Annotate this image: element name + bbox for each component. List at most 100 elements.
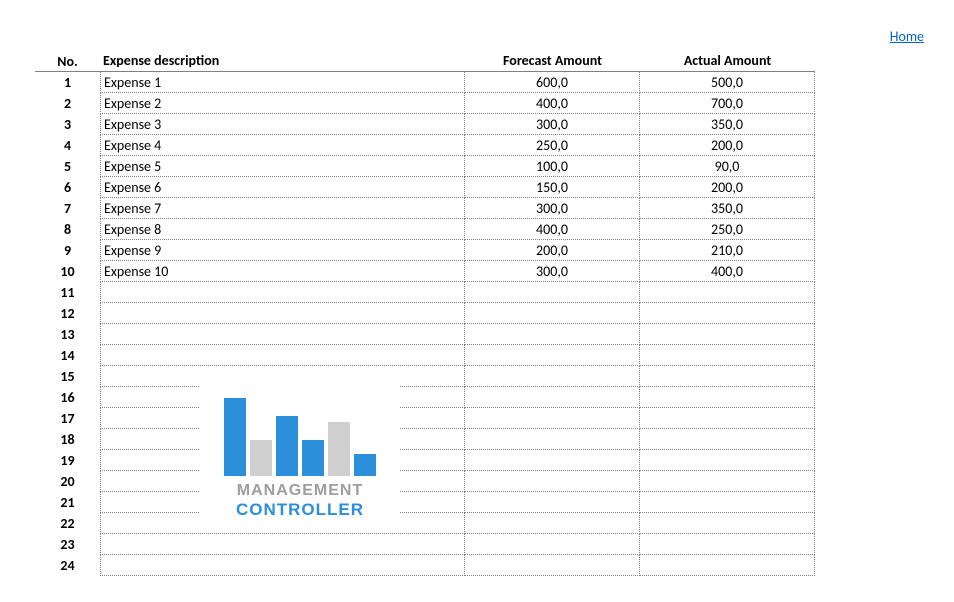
cell-desc[interactable] bbox=[100, 534, 465, 555]
cell-actual[interactable] bbox=[640, 366, 815, 387]
cell-no: 5 bbox=[35, 156, 100, 177]
cell-no: 8 bbox=[35, 219, 100, 240]
cell-actual[interactable] bbox=[640, 429, 815, 450]
cell-desc[interactable]: Expense 10 bbox=[100, 261, 465, 282]
cell-forecast[interactable] bbox=[465, 324, 640, 345]
header-desc: Expense description bbox=[100, 50, 465, 70]
cell-actual[interactable] bbox=[640, 324, 815, 345]
cell-actual[interactable]: 350,0 bbox=[640, 198, 815, 219]
header-actual: Actual Amount bbox=[640, 50, 815, 70]
cell-actual[interactable]: 90,0 bbox=[640, 156, 815, 177]
table-row: 20 bbox=[35, 471, 815, 492]
cell-desc[interactable]: Expense 8 bbox=[100, 219, 465, 240]
logo-text-management: MANAGEMENT bbox=[237, 482, 363, 500]
cell-actual[interactable] bbox=[640, 408, 815, 429]
cell-actual[interactable]: 700,0 bbox=[640, 93, 815, 114]
cell-actual[interactable]: 200,0 bbox=[640, 177, 815, 198]
table-row: 19 bbox=[35, 450, 815, 471]
header-forecast: Forecast Amount bbox=[465, 50, 640, 70]
cell-actual[interactable] bbox=[640, 387, 815, 408]
cell-forecast[interactable] bbox=[465, 387, 640, 408]
table-row: 6Expense 6150,0200,0 bbox=[35, 177, 815, 198]
cell-desc[interactable]: Expense 2 bbox=[100, 93, 465, 114]
cell-forecast[interactable] bbox=[465, 534, 640, 555]
table-row: 23 bbox=[35, 534, 815, 555]
logo-bar bbox=[250, 440, 272, 476]
logo-bar bbox=[276, 416, 298, 476]
home-link[interactable]: Home bbox=[890, 28, 924, 45]
cell-forecast[interactable] bbox=[465, 303, 640, 324]
cell-no: 10 bbox=[35, 261, 100, 282]
cell-desc[interactable] bbox=[100, 345, 465, 366]
cell-desc[interactable]: Expense 1 bbox=[100, 72, 465, 93]
cell-forecast[interactable]: 400,0 bbox=[465, 219, 640, 240]
logo-bar bbox=[354, 454, 376, 476]
cell-desc[interactable] bbox=[100, 282, 465, 303]
cell-forecast[interactable]: 250,0 bbox=[465, 135, 640, 156]
cell-forecast[interactable]: 150,0 bbox=[465, 177, 640, 198]
cell-actual[interactable] bbox=[640, 492, 815, 513]
logo-chart-icon bbox=[224, 396, 376, 476]
cell-actual[interactable]: 250,0 bbox=[640, 219, 815, 240]
cell-no: 1 bbox=[35, 72, 100, 93]
cell-actual[interactable] bbox=[640, 450, 815, 471]
table-row: 10Expense 10300,0400,0 bbox=[35, 261, 815, 282]
cell-actual[interactable] bbox=[640, 555, 815, 576]
cell-desc[interactable]: Expense 6 bbox=[100, 177, 465, 198]
cell-no: 21 bbox=[35, 492, 100, 513]
cell-no: 24 bbox=[35, 555, 100, 576]
cell-desc[interactable]: Expense 5 bbox=[100, 156, 465, 177]
cell-forecast[interactable]: 300,0 bbox=[465, 198, 640, 219]
table-row: 18 bbox=[35, 429, 815, 450]
cell-desc[interactable]: Expense 7 bbox=[100, 198, 465, 219]
cell-no: 22 bbox=[35, 513, 100, 534]
table-header-row: No. Expense description Forecast Amount … bbox=[35, 50, 815, 72]
cell-forecast[interactable]: 100,0 bbox=[465, 156, 640, 177]
cell-desc[interactable] bbox=[100, 555, 465, 576]
cell-no: 23 bbox=[35, 534, 100, 555]
cell-desc[interactable]: Expense 9 bbox=[100, 240, 465, 261]
cell-forecast[interactable]: 300,0 bbox=[465, 114, 640, 135]
logo-bar bbox=[328, 422, 350, 476]
cell-forecast[interactable] bbox=[465, 345, 640, 366]
cell-forecast[interactable] bbox=[465, 492, 640, 513]
cell-forecast[interactable] bbox=[465, 282, 640, 303]
cell-forecast[interactable]: 600,0 bbox=[465, 72, 640, 93]
cell-forecast[interactable] bbox=[465, 450, 640, 471]
cell-forecast[interactable] bbox=[465, 366, 640, 387]
table-row: 4Expense 4250,0200,0 bbox=[35, 135, 815, 156]
cell-actual[interactable]: 350,0 bbox=[640, 114, 815, 135]
logo-bar bbox=[302, 440, 324, 476]
cell-forecast[interactable] bbox=[465, 513, 640, 534]
cell-forecast[interactable] bbox=[465, 429, 640, 450]
logo-text-controller: CONTROLLER bbox=[236, 500, 364, 520]
cell-actual[interactable]: 200,0 bbox=[640, 135, 815, 156]
cell-no: 4 bbox=[35, 135, 100, 156]
cell-desc[interactable] bbox=[100, 324, 465, 345]
cell-actual[interactable] bbox=[640, 303, 815, 324]
cell-actual[interactable] bbox=[640, 282, 815, 303]
cell-no: 13 bbox=[35, 324, 100, 345]
table-row: 17 bbox=[35, 408, 815, 429]
cell-desc[interactable]: Expense 4 bbox=[100, 135, 465, 156]
expense-table: No. Expense description Forecast Amount … bbox=[35, 50, 815, 576]
logo-bar bbox=[224, 398, 246, 476]
cell-actual[interactable]: 400,0 bbox=[640, 261, 815, 282]
cell-forecast[interactable] bbox=[465, 555, 640, 576]
cell-desc[interactable] bbox=[100, 303, 465, 324]
table-row: 16 bbox=[35, 387, 815, 408]
cell-actual[interactable] bbox=[640, 534, 815, 555]
cell-forecast[interactable] bbox=[465, 471, 640, 492]
cell-forecast[interactable]: 400,0 bbox=[465, 93, 640, 114]
cell-actual[interactable]: 210,0 bbox=[640, 240, 815, 261]
cell-actual[interactable] bbox=[640, 471, 815, 492]
cell-forecast[interactable]: 300,0 bbox=[465, 261, 640, 282]
table-row: 2Expense 2400,0700,0 bbox=[35, 93, 815, 114]
cell-actual[interactable]: 500,0 bbox=[640, 72, 815, 93]
cell-actual[interactable] bbox=[640, 345, 815, 366]
cell-no: 15 bbox=[35, 366, 100, 387]
cell-desc[interactable]: Expense 3 bbox=[100, 114, 465, 135]
cell-forecast[interactable] bbox=[465, 408, 640, 429]
cell-actual[interactable] bbox=[640, 513, 815, 534]
cell-forecast[interactable]: 200,0 bbox=[465, 240, 640, 261]
